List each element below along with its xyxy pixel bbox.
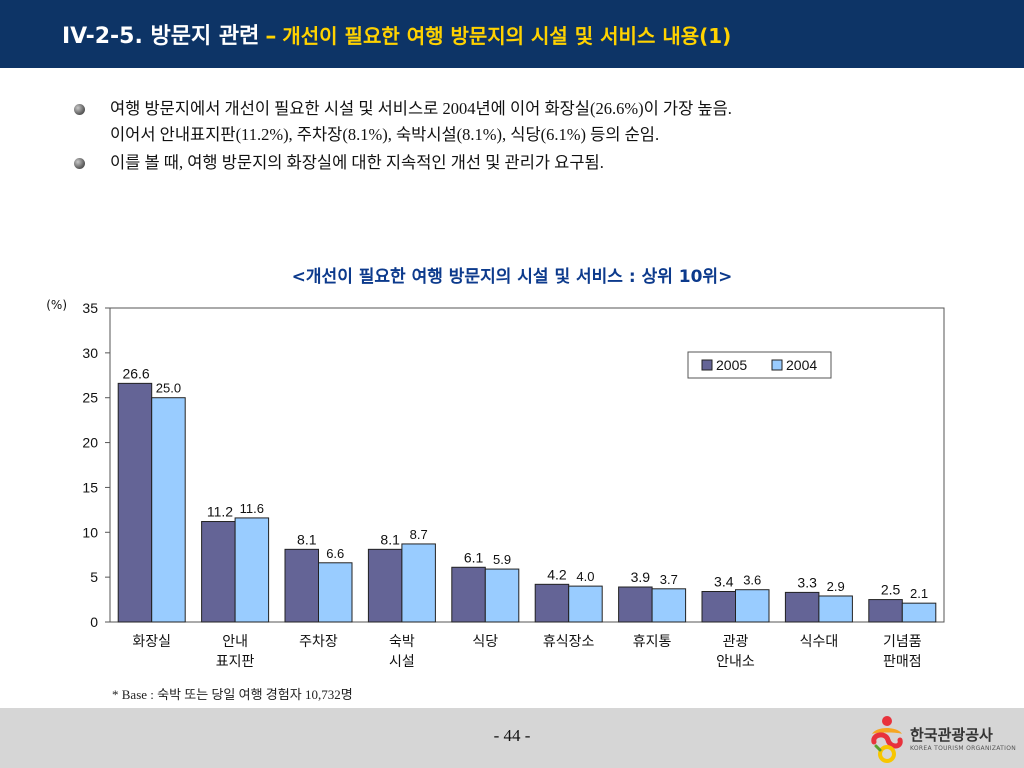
category-label: 시설	[389, 654, 415, 670]
data-label-2004: 3.7	[660, 572, 678, 587]
logo-mark-icon	[871, 716, 903, 763]
bar-2005	[201, 521, 236, 623]
y-axis-label: (%)	[46, 298, 67, 312]
bar-2004	[568, 585, 603, 623]
category-label: 안내소	[716, 654, 755, 670]
category-label: 식당	[472, 634, 498, 650]
data-label-2005: 8.1	[297, 531, 317, 547]
title-bar: IV-2-5. 방문지 관련 – 개선이 필요한 여행 방문지의 시설 및 서비스 …	[0, 0, 1024, 68]
chart-title: <개선이 필요한 여행 방문지의 시설 및 서비스 : 상위 10위>	[291, 267, 733, 287]
organization-logo: 한국관광공사 KOREA TOURISM ORGANIZATION	[866, 712, 1016, 764]
data-label-2005: 4.2	[547, 566, 567, 582]
page-subtitle: 개선이 필요한 여행 방문지의 시설 및 서비스 내용(1)	[282, 24, 732, 48]
organization-name: 한국관광공사	[910, 726, 993, 744]
data-label-2005: 6.1	[464, 549, 484, 565]
bar-2005	[618, 586, 653, 623]
category-label: 판매점	[883, 654, 922, 670]
y-tick-label: 25	[82, 390, 98, 406]
category-label: 기념품	[883, 634, 922, 650]
data-label-2005: 26.6	[122, 365, 149, 381]
bar-chart: 0 5 10 15 20 25 30 35 (%) 26.6 25.0 화장실 11.2 11.6 안내표지…	[46, 298, 945, 670]
data-label-2004: 4.0	[576, 569, 594, 584]
data-label-2005: 3.9	[631, 569, 651, 585]
data-label-2005: 2.5	[881, 582, 901, 598]
legend-swatch-2004	[771, 359, 783, 371]
bullet-item: 이를 볼 때, 여행 방문지의 화장실에 대한 지속적인 개선 및 관리가 요구…	[72, 150, 972, 176]
bar-2004	[901, 602, 937, 623]
data-label-2004: 2.9	[827, 579, 845, 594]
bar-2004	[401, 543, 436, 623]
bullet-list: 여행 방문지에서 개선이 필요한 시설 및 서비스로 2004년에 이어 화장실…	[72, 96, 972, 178]
bullet-text-line: 이어서 안내표지판(11.2%), 주차장(8.1%), 숙박시설(8.1%),…	[110, 125, 660, 144]
bar-2004	[151, 397, 186, 623]
footnote: * Base : 숙박 또는 당일 여행 경험자 10,732명	[112, 687, 353, 702]
category-label: 휴지통	[633, 634, 672, 650]
bullet-icon	[74, 104, 85, 115]
bar-2004	[318, 562, 353, 623]
legend-swatch-2005	[701, 359, 713, 371]
bar-2004	[818, 595, 853, 623]
data-label-2004: 8.7	[410, 527, 428, 542]
data-label-2004: 5.9	[493, 552, 511, 567]
y-tick-label: 35	[82, 300, 98, 316]
category-label: 숙박	[389, 634, 415, 650]
category-label: 관광	[723, 634, 749, 650]
category-label: 안내	[222, 634, 248, 650]
bar-2004	[651, 588, 687, 623]
category-label: 표지판	[216, 654, 255, 670]
title-separator: –	[265, 24, 277, 49]
y-tick-label: 0	[90, 614, 98, 630]
category-label: 식수대	[800, 634, 839, 650]
category-label: 화장실	[132, 634, 171, 650]
y-tick-label: 20	[82, 435, 98, 451]
bar-2005	[367, 548, 403, 623]
legend-label: 2005	[716, 357, 747, 373]
bar-2005	[117, 382, 153, 623]
bullet-text-line: 이를 볼 때, 여행 방문지의 화장실에 대한 지속적인 개선 및 관리가 요구…	[110, 153, 604, 172]
bar-2005	[534, 583, 570, 623]
bar-2005	[284, 548, 319, 623]
footer-bar	[0, 708, 1024, 768]
data-label-2004: 11.6	[240, 501, 264, 516]
data-label-2004: 6.6	[326, 546, 344, 561]
bar-2005	[701, 590, 736, 623]
data-label-2005: 8.1	[380, 531, 400, 547]
data-label-2004: 3.6	[743, 573, 761, 588]
bar-2005	[784, 591, 820, 623]
y-tick-label: 10	[82, 524, 98, 540]
page-title: IV-2-5. 방문지 관련 – 개선이 필요한 여행 방문지의 시설 및 서비스 …	[62, 18, 731, 50]
bar-2004	[735, 589, 770, 623]
y-tick-label: 15	[82, 479, 98, 495]
data-label-2005: 3.4	[714, 573, 734, 589]
bar-2005	[868, 599, 903, 623]
organization-subtitle: KOREA TOURISM ORGANIZATION	[910, 745, 1017, 752]
bar-2005	[451, 566, 486, 623]
data-label-2005: 3.3	[797, 574, 817, 590]
data-label-2004: 2.1	[910, 586, 928, 601]
bar-2004	[234, 517, 270, 623]
bullet-icon	[74, 158, 85, 169]
section-title: IV-2-5. 방문지 관련	[62, 24, 260, 49]
bullet-item: 여행 방문지에서 개선이 필요한 시설 및 서비스로 2004년에 이어 화장실…	[72, 96, 972, 148]
data-label-2004: 25.0	[156, 381, 181, 396]
y-tick-label: 5	[90, 569, 98, 585]
category-label: 휴식장소	[543, 634, 595, 650]
page-number: - 44 -	[493, 726, 531, 745]
data-label-2005: 11.2	[207, 504, 233, 520]
legend-label: 2004	[786, 357, 817, 373]
bullet-text-line: 여행 방문지에서 개선이 필요한 시설 및 서비스로 2004년에 이어 화장실…	[110, 99, 732, 118]
bar-2004	[484, 568, 520, 623]
category-label: 주차장	[299, 634, 338, 650]
y-tick-label: 30	[82, 345, 98, 361]
